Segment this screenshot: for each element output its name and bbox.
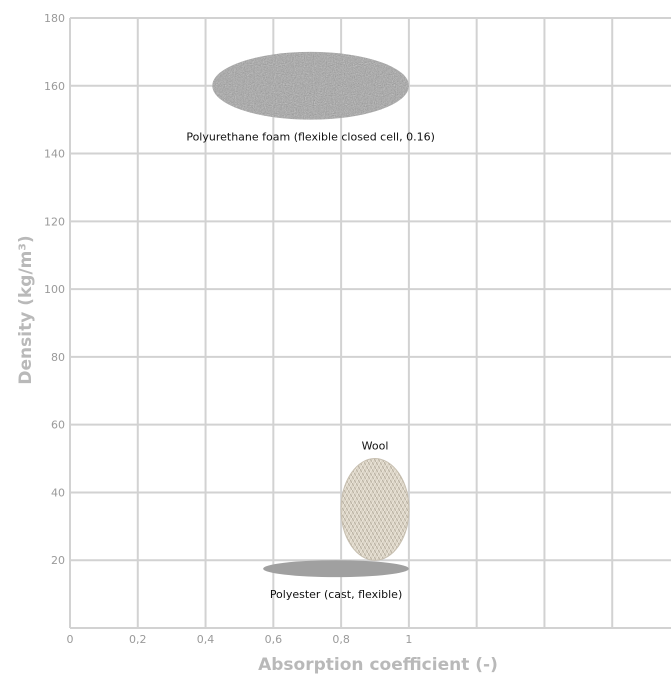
y-tick-label: 180: [44, 12, 65, 25]
x-tick-label: 0: [67, 633, 74, 646]
x-axis-title: Absorption coefficient (-): [258, 655, 498, 675]
region-polyester-cast-flexible: Polyester (cast, flexible): [263, 560, 409, 601]
region-label-polyurethane-foam-flexible-closed-cell-0-16: Polyurethane foam (flexible closed cell,…: [186, 131, 435, 144]
y-tick-label: 80: [51, 351, 65, 364]
x-tick-label: 0,8: [332, 633, 350, 646]
region-texture-polyurethane-foam-flexible-closed-cell-0-16: [212, 51, 409, 120]
region-shape-polyester-cast-flexible: [263, 560, 409, 578]
x-tick-label: 0,6: [265, 633, 283, 646]
region-label-polyester-cast-flexible: Polyester (cast, flexible): [270, 588, 402, 601]
regions: Polyurethane foam (flexible closed cell,…: [186, 51, 435, 601]
y-tick-label: 40: [51, 486, 65, 499]
region-polyurethane-foam-flexible-closed-cell-0-16: Polyurethane foam (flexible closed cell,…: [186, 51, 435, 144]
y-tick-label: 100: [44, 283, 65, 296]
y-tick-label: 120: [44, 215, 65, 228]
x-tick-label: 0,2: [129, 633, 147, 646]
y-tick-label: 140: [44, 148, 65, 161]
region-outline-wool: [340, 458, 410, 561]
x-tick-label: 1: [405, 633, 412, 646]
x-tick-label: 0,4: [197, 633, 215, 646]
region-label-wool: Wool: [362, 440, 389, 453]
region-wool: Wool: [340, 440, 410, 561]
y-tick-label: 160: [44, 80, 65, 93]
y-axis-title: Density (kg/m³): [16, 235, 36, 384]
region-shape-wool: [341, 458, 409, 561]
tick-labels: 20 40 60 80 100 120 140 160 180 0 0,2 0,4 0,6 0,8 1: [44, 12, 412, 646]
y-tick-label: 20: [51, 554, 65, 567]
y-tick-label: 60: [51, 419, 65, 432]
